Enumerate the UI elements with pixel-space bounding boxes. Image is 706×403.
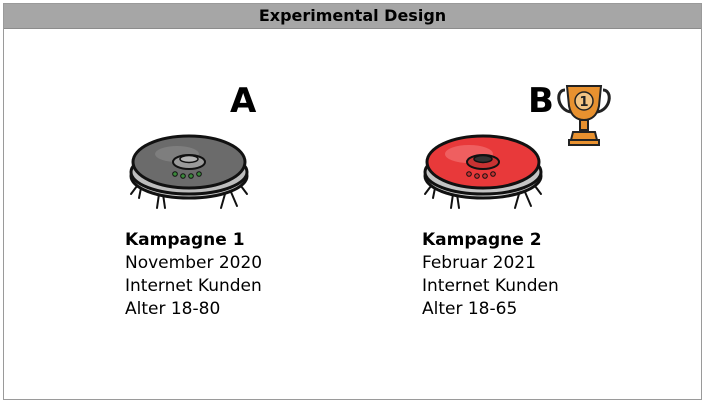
campaign-name: Kampagne 2 xyxy=(422,230,542,250)
robot-vacuum-red-icon xyxy=(423,134,543,209)
campaign-age: Alter 18-65 xyxy=(422,299,518,319)
campaign-date: November 2020 xyxy=(125,253,263,273)
variant-b-info: Kampagne 2 Februar 2021 Internet Kunden … xyxy=(422,229,559,321)
trophy-icon: 1 xyxy=(557,85,611,146)
trophy-rank: 1 xyxy=(579,95,588,110)
campaign-age: Alter 18-80 xyxy=(125,299,221,319)
campaign-date: Februar 2021 xyxy=(422,253,536,273)
campaign-audience: Internet Kunden xyxy=(422,276,559,296)
variant-b-letter: B xyxy=(528,81,554,121)
campaign-audience: Internet Kunden xyxy=(125,276,262,296)
experiment-panel: Experimental Design A Kampagne 1 Novembe… xyxy=(3,3,702,400)
variant-a-letter: A xyxy=(230,81,257,121)
campaign-name: Kampagne 1 xyxy=(125,230,245,250)
panel-title: Experimental Design xyxy=(4,4,701,29)
robot-vacuum-gray-icon xyxy=(129,134,249,209)
variant-a-info: Kampagne 1 November 2020 Internet Kunden… xyxy=(125,229,262,321)
